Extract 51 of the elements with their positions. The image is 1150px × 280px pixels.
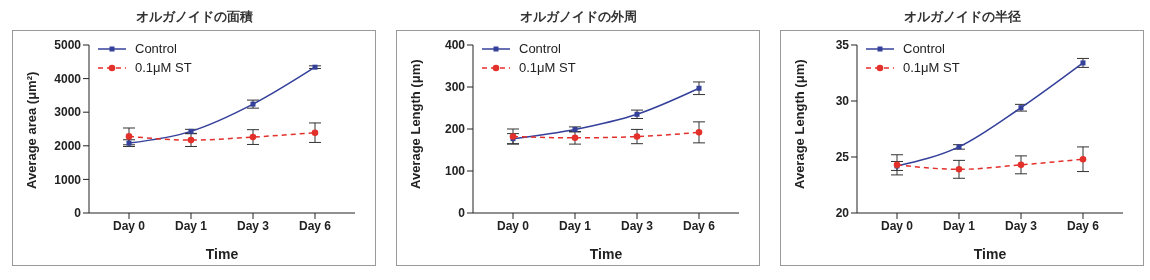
x-axis-title: Time <box>973 246 1007 262</box>
x-tick-label: Day 6 <box>1066 218 1100 233</box>
point <box>633 133 641 140</box>
legend-label: 0.1μM ST <box>903 60 960 75</box>
y-tick-label: 2000 <box>54 139 82 154</box>
point <box>696 85 702 91</box>
point <box>311 129 319 136</box>
y-tick-label: 400 <box>444 38 466 53</box>
legend-label: 0.1μM ST <box>135 60 192 75</box>
y-tick-label: 200 <box>444 122 466 137</box>
point <box>1079 155 1087 163</box>
x-tick-label: Day 1 <box>558 218 592 233</box>
y-tick-label: 0 <box>74 206 82 221</box>
y-axis-title: Average Length (μm) <box>791 59 807 189</box>
y-tick-label: 3000 <box>54 105 82 120</box>
x-tick-label: Day 6 <box>298 218 332 233</box>
x-axis-title: Time <box>589 246 623 262</box>
legend-label: Control <box>519 41 561 56</box>
x-tick-label: Day 0 <box>112 218 146 233</box>
x-tick-label: Day 1 <box>942 218 976 233</box>
point <box>249 133 257 141</box>
x-tick-label: Day 0 <box>880 218 914 233</box>
x-tick-label: Day 3 <box>236 218 270 233</box>
y-tick-label: 100 <box>444 164 466 179</box>
chart-title: オルガノイドの面積 <box>134 8 254 26</box>
y-tick-label: 300 <box>444 80 466 95</box>
x-tick-label: Day 3 <box>1004 218 1038 233</box>
x-axis-title: Time <box>205 246 239 262</box>
x-tick-label: Day 3 <box>620 218 654 233</box>
y-tick-label: 5000 <box>54 38 82 53</box>
y-tick-label: 4000 <box>54 71 82 86</box>
x-tick-label: Day 6 <box>682 218 716 233</box>
y-axis-title: Average Length (μm) <box>407 59 423 189</box>
point <box>955 166 963 173</box>
legend-label: Control <box>903 41 945 56</box>
y-tick-label: 20 <box>835 206 850 221</box>
y-tick-label: 25 <box>835 150 850 165</box>
y-axis-title: Average area (μm²) <box>23 71 39 189</box>
legend-label: 0.1μM ST <box>519 60 576 75</box>
point <box>695 129 703 136</box>
y-tick-label: 1000 <box>54 172 82 187</box>
y-tick-label: 0 <box>458 206 466 221</box>
x-tick-label: Day 0 <box>496 218 530 233</box>
y-tick-label: 35 <box>835 38 850 53</box>
legend-label: Control <box>135 41 177 56</box>
chart-title: オルガノイドの外周 <box>518 8 638 26</box>
chart-title: オルガノイドの半径 <box>902 8 1022 26</box>
point <box>1017 161 1025 169</box>
y-tick-label: 30 <box>835 94 850 109</box>
point <box>125 133 133 140</box>
x-tick-label: Day 1 <box>174 218 208 233</box>
